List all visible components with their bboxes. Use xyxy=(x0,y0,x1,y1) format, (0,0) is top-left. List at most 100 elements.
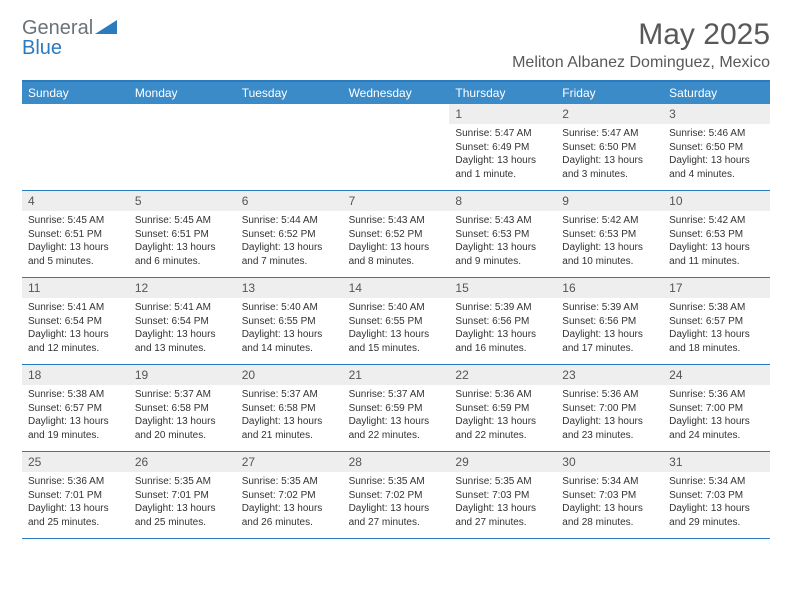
weekday-header: Wednesday xyxy=(343,82,450,104)
day-content: Sunrise: 5:41 AMSunset: 6:54 PMDaylight:… xyxy=(129,298,236,359)
sunrise-text: Sunrise: 5:42 AM xyxy=(562,214,657,228)
day-cell: 9Sunrise: 5:42 AMSunset: 6:53 PMDaylight… xyxy=(556,191,663,277)
sunrise-text: Sunrise: 5:36 AM xyxy=(455,388,550,402)
day-cell: 7Sunrise: 5:43 AMSunset: 6:52 PMDaylight… xyxy=(343,191,450,277)
sunset-text: Sunset: 6:53 PM xyxy=(669,228,764,242)
sunrise-text: Sunrise: 5:43 AM xyxy=(349,214,444,228)
daylight-text: Daylight: 13 hours and 6 minutes. xyxy=(135,241,230,268)
sunrise-text: Sunrise: 5:36 AM xyxy=(28,475,123,489)
day-content: Sunrise: 5:35 AMSunset: 7:02 PMDaylight:… xyxy=(236,472,343,533)
day-number: 25 xyxy=(22,452,129,472)
sunrise-text: Sunrise: 5:38 AM xyxy=(669,301,764,315)
sunset-text: Sunset: 6:54 PM xyxy=(28,315,123,329)
sunrise-text: Sunrise: 5:45 AM xyxy=(28,214,123,228)
day-number: 10 xyxy=(663,191,770,211)
daylight-text: Daylight: 13 hours and 22 minutes. xyxy=(455,415,550,442)
day-cell: 26Sunrise: 5:35 AMSunset: 7:01 PMDayligh… xyxy=(129,452,236,538)
day-cell: 25Sunrise: 5:36 AMSunset: 7:01 PMDayligh… xyxy=(22,452,129,538)
daylight-text: Daylight: 13 hours and 21 minutes. xyxy=(242,415,337,442)
sunrise-text: Sunrise: 5:36 AM xyxy=(562,388,657,402)
sunset-text: Sunset: 6:55 PM xyxy=(349,315,444,329)
day-content: Sunrise: 5:42 AMSunset: 6:53 PMDaylight:… xyxy=(556,211,663,272)
day-content: Sunrise: 5:35 AMSunset: 7:01 PMDaylight:… xyxy=(129,472,236,533)
day-number xyxy=(22,104,129,124)
day-number: 8 xyxy=(449,191,556,211)
day-content: Sunrise: 5:37 AMSunset: 6:59 PMDaylight:… xyxy=(343,385,450,446)
sunset-text: Sunset: 6:52 PM xyxy=(349,228,444,242)
daylight-text: Daylight: 13 hours and 14 minutes. xyxy=(242,328,337,355)
day-cell xyxy=(129,104,236,190)
day-cell xyxy=(22,104,129,190)
day-cell: 11Sunrise: 5:41 AMSunset: 6:54 PMDayligh… xyxy=(22,278,129,364)
day-content: Sunrise: 5:43 AMSunset: 6:53 PMDaylight:… xyxy=(449,211,556,272)
day-cell xyxy=(236,104,343,190)
sunset-text: Sunset: 6:51 PM xyxy=(28,228,123,242)
sunset-text: Sunset: 6:58 PM xyxy=(135,402,230,416)
day-number xyxy=(129,104,236,124)
daylight-text: Daylight: 13 hours and 8 minutes. xyxy=(349,241,444,268)
sunrise-text: Sunrise: 5:38 AM xyxy=(28,388,123,402)
day-number: 3 xyxy=(663,104,770,124)
day-number: 9 xyxy=(556,191,663,211)
sunset-text: Sunset: 6:58 PM xyxy=(242,402,337,416)
sunset-text: Sunset: 6:53 PM xyxy=(455,228,550,242)
daylight-text: Daylight: 13 hours and 25 minutes. xyxy=(135,502,230,529)
day-cell xyxy=(343,104,450,190)
day-content: Sunrise: 5:34 AMSunset: 7:03 PMDaylight:… xyxy=(556,472,663,533)
day-number: 6 xyxy=(236,191,343,211)
day-cell: 19Sunrise: 5:37 AMSunset: 6:58 PMDayligh… xyxy=(129,365,236,451)
day-content: Sunrise: 5:44 AMSunset: 6:52 PMDaylight:… xyxy=(236,211,343,272)
sunrise-text: Sunrise: 5:37 AM xyxy=(349,388,444,402)
day-cell: 23 Sunrise: 5:36 AMSunset: 7:00 PMDayligh… xyxy=(556,365,663,451)
day-number: 22 xyxy=(449,365,556,385)
sunrise-text: Sunrise: 5:43 AM xyxy=(455,214,550,228)
sunrise-text: Sunrise: 5:36 AM xyxy=(669,388,764,402)
day-cell: 1Sunrise: 5:47 AMSunset: 6:49 PMDaylight… xyxy=(449,104,556,190)
day-number: 2 xyxy=(556,104,663,124)
day-content: Sunrise: 5:42 AMSunset: 6:53 PMDaylight:… xyxy=(663,211,770,272)
day-number: 21 xyxy=(343,365,450,385)
day-number: 23 xyxy=(556,365,663,385)
sunrise-text: Sunrise: 5:34 AM xyxy=(562,475,657,489)
day-number: 5 xyxy=(129,191,236,211)
daylight-text: Daylight: 13 hours and 24 minutes. xyxy=(669,415,764,442)
day-cell: 16Sunrise: 5:39 AMSunset: 6:56 PMDayligh… xyxy=(556,278,663,364)
day-cell: 31Sunrise: 5:34 AMSunset: 7:03 PMDayligh… xyxy=(663,452,770,538)
sunrise-text: Sunrise: 5:34 AM xyxy=(669,475,764,489)
sunrise-text: Sunrise: 5:37 AM xyxy=(135,388,230,402)
logo-triangle-icon xyxy=(95,20,117,34)
day-cell: 28Sunrise: 5:35 AMSunset: 7:02 PMDayligh… xyxy=(343,452,450,538)
day-number xyxy=(236,104,343,124)
day-cell: 17Sunrise: 5:38 AMSunset: 6:57 PMDayligh… xyxy=(663,278,770,364)
day-content: Sunrise: 5:35 AMSunset: 7:03 PMDaylight:… xyxy=(449,472,556,533)
day-cell: 13Sunrise: 5:40 AMSunset: 6:55 PMDayligh… xyxy=(236,278,343,364)
daylight-text: Daylight: 13 hours and 25 minutes. xyxy=(28,502,123,529)
day-number: 4 xyxy=(22,191,129,211)
weeks-container: 1Sunrise: 5:47 AMSunset: 6:49 PMDaylight… xyxy=(22,104,770,539)
sunrise-text: Sunrise: 5:39 AM xyxy=(562,301,657,315)
sunrise-text: Sunrise: 5:44 AM xyxy=(242,214,337,228)
day-content: Sunrise: 5:36 AMSunset: 7:01 PMDaylight:… xyxy=(22,472,129,533)
day-content: Sunrise: 5:43 AMSunset: 6:52 PMDaylight:… xyxy=(343,211,450,272)
day-content: Sunrise: 5:37 AMSunset: 6:58 PMDaylight:… xyxy=(236,385,343,446)
daylight-text: Daylight: 13 hours and 3 minutes. xyxy=(562,154,657,181)
daylight-text: Daylight: 13 hours and 19 minutes. xyxy=(28,415,123,442)
weekday-header: Monday xyxy=(129,82,236,104)
weekday-header-row: SundayMondayTuesdayWednesdayThursdayFrid… xyxy=(22,82,770,104)
daylight-text: Daylight: 13 hours and 1 minute. xyxy=(455,154,550,181)
daylight-text: Daylight: 13 hours and 23 minutes. xyxy=(562,415,657,442)
day-number: 14 xyxy=(343,278,450,298)
day-number: 19 xyxy=(129,365,236,385)
daylight-text: Daylight: 13 hours and 10 minutes. xyxy=(562,241,657,268)
day-content: Sunrise: 5:34 AMSunset: 7:03 PMDaylight:… xyxy=(663,472,770,533)
sunset-text: Sunset: 7:01 PM xyxy=(135,489,230,503)
day-number xyxy=(343,104,450,124)
daylight-text: Daylight: 13 hours and 5 minutes. xyxy=(28,241,123,268)
sunset-text: Sunset: 7:00 PM xyxy=(562,402,657,416)
day-cell: 21Sunrise: 5:37 AMSunset: 6:59 PMDayligh… xyxy=(343,365,450,451)
daylight-text: Daylight: 13 hours and 4 minutes. xyxy=(669,154,764,181)
day-cell: 27Sunrise: 5:35 AMSunset: 7:02 PMDayligh… xyxy=(236,452,343,538)
sunset-text: Sunset: 7:00 PM xyxy=(669,402,764,416)
header: General Blue May 2025 Meliton Albanez Do… xyxy=(22,18,770,72)
day-content: Sunrise: 5:47 AMSunset: 6:50 PMDaylight:… xyxy=(556,124,663,185)
